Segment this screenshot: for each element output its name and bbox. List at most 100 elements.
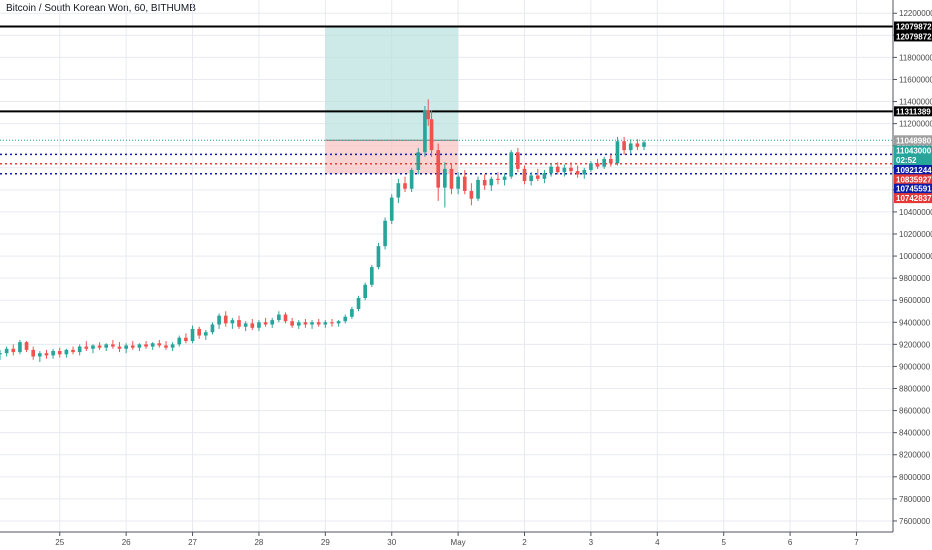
price-tag	[894, 174, 932, 185]
candle-body	[549, 166, 553, 174]
price-tick-label: 9200000	[899, 340, 931, 349]
price-tag	[894, 164, 932, 175]
candle-body	[535, 175, 540, 179]
candle-body	[24, 342, 29, 350]
candle-body	[150, 343, 155, 347]
candle-body	[615, 141, 620, 164]
price-tick-label: 9400000	[899, 318, 931, 327]
candle-body	[4, 348, 9, 354]
candle-body	[237, 320, 241, 327]
candle-body	[350, 309, 354, 317]
candle-body	[642, 142, 646, 147]
candle-body	[356, 298, 361, 310]
candle-body	[462, 176, 467, 191]
candle-body	[210, 324, 215, 333]
position-zone[interactable]	[325, 26, 459, 174]
price-tag-label: 11311389	[896, 107, 931, 116]
candle-body	[104, 344, 109, 348]
time-tick-label: 5	[721, 538, 726, 547]
price-tag	[894, 193, 932, 204]
candle-body	[170, 344, 175, 348]
candle-body	[502, 176, 507, 180]
candle-body	[97, 345, 102, 348]
candle-body	[443, 168, 447, 188]
price-tag-label: 10835927	[896, 175, 932, 184]
candle-body	[203, 332, 208, 336]
candle-body	[164, 345, 168, 348]
candle-body	[363, 284, 367, 299]
time-tick-label: May	[451, 538, 466, 547]
candle-body	[589, 163, 593, 170]
candle-body	[11, 348, 16, 353]
candle-body	[257, 322, 261, 328]
candle-body	[389, 197, 394, 221]
candle-body	[184, 337, 188, 342]
candle-body	[124, 345, 128, 349]
price-tick-label: 9000000	[899, 362, 931, 371]
candle-body	[456, 176, 460, 189]
candle-body	[71, 349, 75, 353]
candle-body	[449, 168, 454, 189]
time-tick-label: 26	[122, 538, 131, 547]
candle-body	[482, 179, 487, 186]
candle-body	[469, 190, 474, 199]
time-tick-label: 25	[55, 538, 64, 547]
price-tick-label: 8000000	[899, 473, 931, 482]
candle-body	[516, 152, 520, 169]
candle-body	[137, 344, 142, 348]
time-tick-label: 27	[188, 538, 197, 547]
candle-body	[555, 166, 560, 173]
candle-body	[270, 320, 275, 325]
price-tag-label: 10742837	[896, 194, 932, 203]
price-tag	[894, 106, 932, 117]
candle-body	[369, 267, 374, 285]
candle-body	[476, 179, 480, 199]
price-tag	[894, 145, 932, 156]
time-tick-label: 2	[522, 538, 527, 547]
candle-body	[628, 143, 633, 151]
candle-body	[290, 321, 294, 326]
candle-body	[376, 246, 381, 268]
price-tag-label: 02:52	[896, 156, 917, 165]
candle-body	[303, 322, 308, 325]
time-tick-label: 7	[854, 538, 859, 547]
candle-body	[263, 322, 268, 325]
candle-body	[0, 353, 2, 355]
candles	[0, 99, 646, 363]
target-zone[interactable]	[325, 26, 459, 141]
candle-body	[177, 337, 182, 345]
price-tick-label: 10400000	[899, 208, 932, 217]
price-tick-label: 9600000	[899, 296, 931, 305]
price-tag-label: 11043000	[896, 147, 932, 156]
candle-body	[509, 152, 514, 177]
candle-body	[223, 315, 228, 324]
candle-body	[595, 163, 600, 167]
price-tag-label: 10921244	[896, 166, 932, 175]
price-tick-label: 9800000	[899, 274, 931, 283]
candle-body	[283, 314, 288, 322]
candle-body	[31, 349, 36, 357]
candle-body	[243, 323, 248, 327]
price-tick-label: 10000000	[899, 252, 932, 261]
candle-body	[250, 323, 255, 328]
time-tick-label: 4	[655, 538, 660, 547]
candle-body	[635, 143, 640, 147]
stop-zone[interactable]	[325, 140, 459, 174]
candle-body	[522, 168, 527, 182]
candle-body	[403, 183, 407, 189]
candle-body	[44, 353, 49, 356]
candle-body	[436, 150, 441, 188]
candle-body	[396, 183, 401, 198]
candle-body	[197, 328, 202, 336]
price-tick-label: 12200000	[899, 9, 932, 18]
candle-body	[323, 322, 328, 325]
candle-body	[51, 350, 55, 356]
price-tag	[894, 21, 932, 32]
candle-body	[316, 322, 321, 325]
candle-body	[529, 175, 533, 182]
price-tag	[894, 31, 932, 42]
chart-title: Bitcoin / South Korean Won, 60, BITHUMB	[6, 3, 196, 14]
candle-body	[330, 322, 334, 324]
